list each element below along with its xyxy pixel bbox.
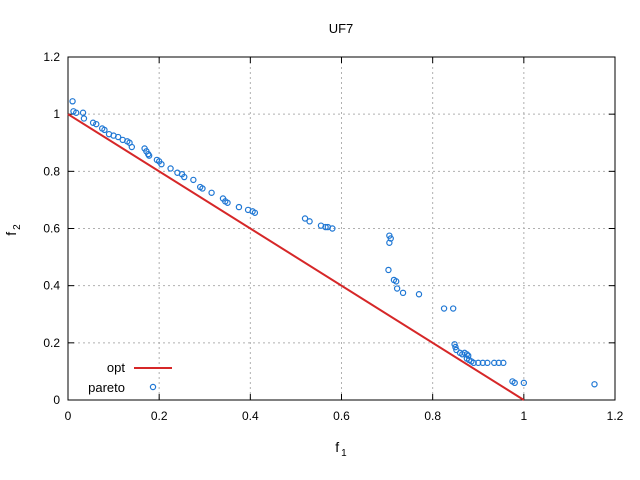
data-point-pareto [591,381,598,388]
y-tick-label: 1 [53,107,60,121]
data-point-pareto [463,351,471,358]
data-point-pareto [69,98,76,105]
data-point-pareto [329,225,336,232]
x-tick-label: 1.2 [607,409,624,423]
data-point-pareto [235,203,243,211]
y-tick-label: 0.8 [43,164,60,178]
series-line-opt [67,113,525,401]
x-tick-label: 1 [520,409,527,423]
data-point-pareto [449,305,457,312]
data-point-pareto [145,152,153,159]
data-point-pareto [224,199,231,206]
series-layer [67,98,598,401]
data-point-pareto [511,379,518,387]
data-point-pareto [89,119,97,126]
y-tick-label: 0.4 [43,279,60,293]
x-axis-label-main: f [335,439,339,455]
data-point-pareto [475,359,482,367]
data-point-pareto [199,185,206,192]
data-point-pareto [322,223,329,231]
data-point-pareto [452,343,459,351]
data-point-pareto [520,379,528,387]
data-point-pareto [479,359,487,367]
legend-label-opt: opt [107,360,125,375]
data-point-pareto [167,165,174,172]
data-point-pareto [181,173,188,181]
data-point-pareto [128,143,136,151]
x-tick-label: 0.8 [424,409,441,423]
data-point-pareto [399,289,407,297]
y-axis-label-main: f [3,232,19,236]
data-point-pareto [93,120,100,128]
data-point-pareto [495,359,502,367]
y-tick-label: 0 [53,393,60,407]
data-point-pareto [190,176,197,184]
legend-swatch-pareto [149,383,157,391]
data-point-pareto [393,278,400,285]
data-point-pareto [306,218,313,225]
y-tick-label: 1.2 [43,50,60,64]
data-point-pareto [101,126,108,134]
y-tick-label: 0.6 [43,222,60,236]
axis-ticks: 0 0.2 0.4 0.6 0.8 1 1.2 0 0.2 0.4 0.6 0.8 1 1.2 [43,50,623,423]
legend-label-pareto: pareto [88,380,125,395]
x-tick-label: 0.4 [242,409,259,423]
y-axis-label: f2 [3,224,23,236]
data-point-pareto [158,160,165,168]
data-point-pareto [470,359,477,367]
data-point-pareto [484,359,491,367]
x-tick-label: 0.6 [333,409,350,423]
data-point-pareto [393,285,401,292]
data-point-pareto [251,209,259,216]
data-point-pareto [73,109,80,116]
data-point-pareto [208,189,215,196]
data-point-pareto [415,291,423,298]
data-point-pareto [114,133,122,141]
data-point-pareto [451,341,458,348]
x-axis-label-sub: 1 [341,448,347,459]
data-point-pareto [491,359,498,367]
data-point-pareto [301,215,309,222]
x-tick-label: 0.2 [151,409,168,423]
x-tick-label: 0 [65,409,72,423]
data-point-pareto [80,115,88,122]
data-point-pareto [440,305,448,312]
data-point-pareto [385,266,392,274]
chart-title: UF7 [329,21,354,36]
data-point-pareto [500,359,507,367]
data-point-pareto [79,109,87,116]
grid-lines [68,57,615,400]
y-axis-label-sub: 2 [12,224,23,230]
y-tick-label: 0.2 [43,336,60,350]
data-point-pareto [386,239,393,246]
legend: opt pareto [88,360,172,395]
